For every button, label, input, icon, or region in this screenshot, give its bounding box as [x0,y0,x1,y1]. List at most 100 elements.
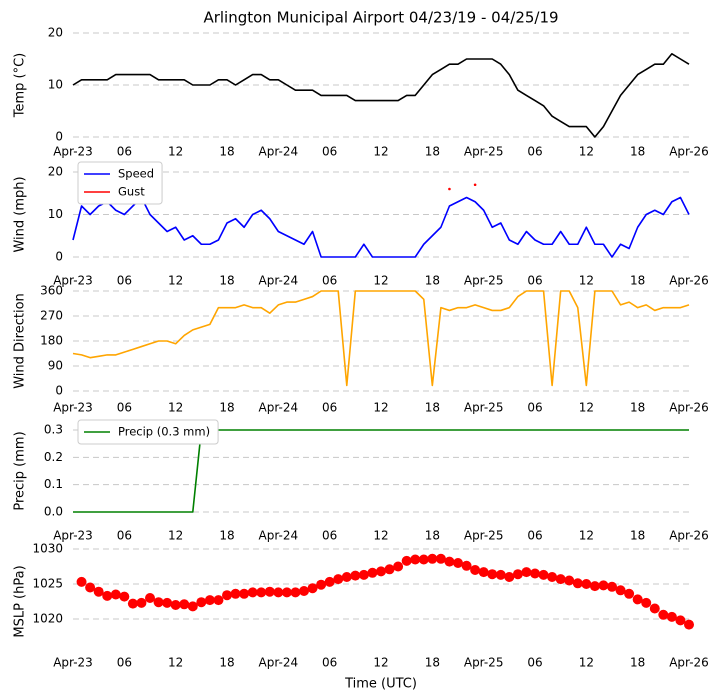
x-tick-label: 12 [168,401,183,415]
x-tick-label: 18 [630,529,645,543]
data-point [448,187,451,191]
x-tick-label: 18 [425,274,440,288]
x-tick-label: Apr-24 [259,401,299,415]
data-point [538,569,549,580]
data-line [72,53,690,138]
data-point [473,183,477,187]
x-tick-label: 18 [425,401,440,415]
data-point [384,564,395,575]
x-tick-label: 18 [425,529,440,543]
data-point [358,569,369,580]
x-tick-label: Apr-26 [669,274,709,288]
x-tick-label: 12 [579,274,594,288]
legend-label: Gust [118,185,145,199]
x-tick-label: Apr-23 [53,145,93,159]
data-point [76,576,87,587]
y-axis-label: Wind (mph) [13,176,28,252]
x-tick-label: Apr-25 [464,401,504,415]
x-tick-label: Apr-23 [53,401,93,415]
data-point [435,553,446,564]
x-axis-label: Time (UTC) [344,677,417,692]
legend-label: Speed [118,167,154,181]
y-tick-label: 180 [40,334,63,348]
y-tick-label: 0.2 [44,450,63,464]
data-line [73,429,689,513]
x-tick-label: 06 [527,274,542,288]
x-tick-label: Apr-25 [464,656,504,670]
data-point [444,556,455,567]
x-tick-label: 12 [373,145,388,159]
data-point [547,572,558,582]
x-tick-label: 18 [630,145,645,159]
x-tick-label: 18 [425,145,440,159]
data-point [572,578,583,589]
data-point [273,587,284,598]
data-point [598,580,609,591]
x-tick-label: 06 [527,401,542,415]
data-point [641,597,652,608]
x-tick-label: 18 [219,656,234,670]
y-tick-label: 20 [48,165,63,179]
x-tick-label: 06 [322,529,337,543]
data-point [162,597,173,608]
x-tick-label: Apr-26 [669,529,709,543]
legend-box [77,161,163,205]
x-tick-label: 18 [219,401,234,415]
x-tick-label: 06 [527,529,542,543]
x-tick-label: 12 [579,656,594,670]
y-tick-label: 0.1 [44,477,63,491]
data-point [410,554,421,565]
x-tick-label: 18 [425,656,440,670]
data-point [658,609,669,620]
x-tick-label: 06 [117,401,132,415]
y-axis-label: Precip (mm) [13,431,28,510]
y-tick-label: 10 [48,207,63,221]
data-point [316,579,327,590]
data-point [333,574,344,585]
data-point [85,582,96,593]
data-point [470,565,481,575]
data-point [649,603,660,614]
x-tick-label: 06 [322,274,337,288]
data-point [196,597,207,608]
x-tick-label: 12 [168,145,183,159]
y-tick-label: 1030 [32,542,63,556]
y-tick-label: 0.3 [44,423,63,437]
x-tick-label: 18 [219,529,234,543]
data-point [666,611,677,622]
data-point [247,587,258,598]
x-tick-label: Apr-26 [669,656,709,670]
x-tick-label: 06 [527,145,542,159]
x-tick-label: 06 [117,529,132,543]
data-point [145,593,155,603]
data-point [119,591,130,602]
data-line [72,196,690,258]
x-tick-label: 12 [579,529,594,543]
x-tick-label: Apr-26 [669,401,709,415]
y-tick-label: 360 [40,284,63,298]
data-point [110,589,121,600]
data-point [478,567,489,578]
y-tick-label: 1020 [32,612,63,626]
data-point [136,597,147,608]
y-tick-label: 0 [55,130,63,144]
data-point [495,569,506,580]
x-tick-label: Apr-25 [464,529,504,543]
y-tick-label: 270 [40,309,63,323]
y-axis-label: Temp (°C) [13,53,28,119]
x-tick-label: 06 [117,145,132,159]
y-tick-label: 0.0 [44,505,63,519]
data-point [393,561,404,572]
x-tick-label: 12 [373,529,388,543]
data-point [239,588,250,599]
x-tick-label: Apr-23 [53,529,93,543]
y-tick-label: 90 [48,359,63,373]
x-tick-label: 06 [117,274,132,288]
y-axis-label: Wind Direction [13,293,28,389]
legend-label: Precip (0.3 mm) [118,425,210,439]
x-tick-label: Apr-24 [259,529,299,543]
x-tick-label: 06 [322,145,337,159]
data-line [72,290,690,387]
data-point [307,583,318,594]
x-tick-label: Apr-26 [669,145,709,159]
